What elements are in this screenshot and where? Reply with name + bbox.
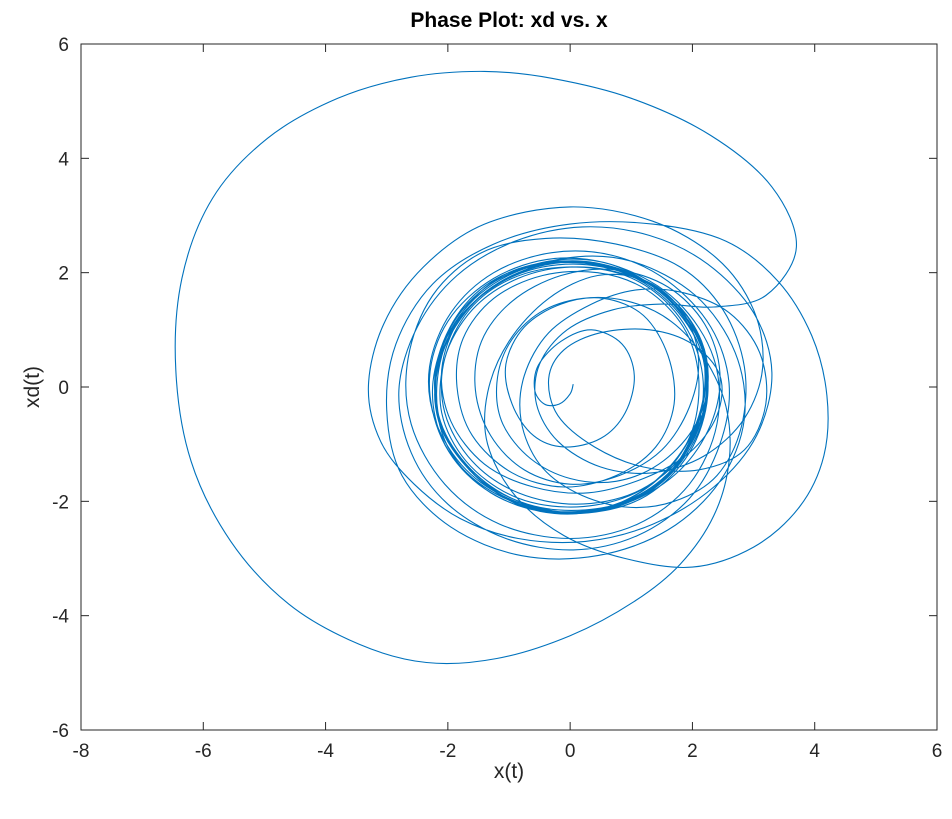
y-tick-label: 6 [58, 35, 69, 56]
y-tick-labels: -6 -4 -2 0 2 4 6 [52, 35, 69, 742]
x-tick-label: -6 [195, 741, 212, 762]
y-axis-label: xd(t) [21, 366, 44, 408]
x-tick-labels: -8 -6 -4 -2 0 2 4 6 [73, 741, 943, 762]
x-tick-label: -2 [439, 741, 456, 762]
y-tick-label: -6 [52, 721, 69, 742]
x-tick-label: 4 [809, 741, 820, 762]
x-tick-label: -8 [73, 741, 90, 762]
chart-title: Phase Plot: xd vs. x [410, 9, 608, 32]
y-tick-label: 2 [58, 264, 69, 285]
phase-trajectory-line [174, 70, 829, 665]
plot-area [174, 70, 829, 665]
y-tick-label: 0 [58, 378, 69, 399]
y-tick-label: 4 [58, 149, 69, 170]
axes-box [80, 43, 938, 731]
x-tick-label: 6 [932, 741, 943, 762]
x-tick-label: 2 [687, 741, 698, 762]
x-tick-label: 0 [565, 741, 576, 762]
x-axis-label: x(t) [494, 760, 524, 783]
y-tick-label: -2 [52, 492, 69, 513]
tick-marks [80, 43, 938, 731]
x-tick-label: -4 [317, 741, 334, 762]
y-tick-label: -4 [52, 607, 69, 628]
